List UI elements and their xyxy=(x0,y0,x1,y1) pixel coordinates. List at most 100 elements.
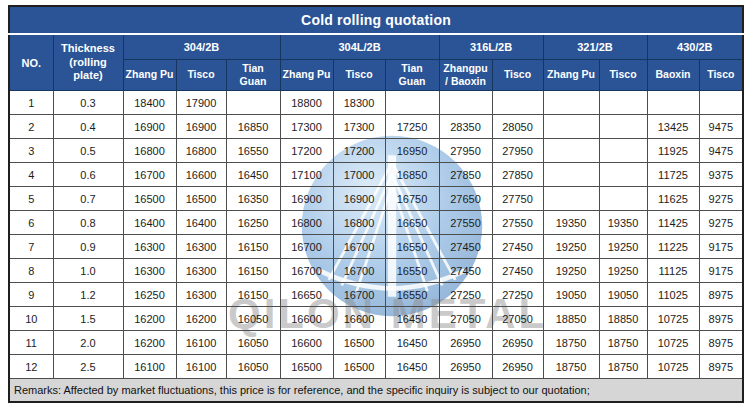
cell-price: 19250 xyxy=(543,259,599,283)
cell-price: 27450 xyxy=(439,235,492,259)
cell-price: 16600 xyxy=(280,331,333,355)
cell-no: 4 xyxy=(9,163,53,187)
cell-thickness: 1.0 xyxy=(53,259,123,283)
cell-price: 16150 xyxy=(226,283,280,307)
cell-price: 19050 xyxy=(543,283,599,307)
cell-thickness: 0.8 xyxy=(53,211,123,235)
cell-price: 16200 xyxy=(123,307,176,331)
quotation-table: Cold rolling quotation NO.Thickness (rol… xyxy=(8,5,744,403)
cell-price: 16650 xyxy=(280,283,333,307)
cell-price: 8975 xyxy=(699,307,743,331)
cell-price: 16250 xyxy=(123,283,176,307)
cell-price: 27450 xyxy=(492,259,543,283)
cell-price: 16400 xyxy=(176,211,226,235)
cell-price: 27950 xyxy=(492,139,543,163)
cell-price: 11125 xyxy=(647,259,699,283)
cell-price: 11925 xyxy=(647,139,699,163)
cell-price: 16050 xyxy=(226,355,280,379)
cell-no: 5 xyxy=(9,187,53,211)
cell-price: 8975 xyxy=(699,355,743,379)
cell-price: 8975 xyxy=(699,331,743,355)
cell-price: 16500 xyxy=(333,355,385,379)
header-grade-430-2b: 430/2B xyxy=(647,34,743,60)
cell-price: 16350 xyxy=(226,187,280,211)
cell-price: 16550 xyxy=(226,139,280,163)
cell-price: 17000 xyxy=(333,163,385,187)
cell-price: 16300 xyxy=(176,235,226,259)
header-mill-tian-guan: Tian Guan xyxy=(385,60,439,91)
cell-price: 10725 xyxy=(647,307,699,331)
header-mill-zhang-pu: Zhang Pu xyxy=(123,60,176,91)
cell-price: 17200 xyxy=(333,139,385,163)
header-mill-tisco: Tisco xyxy=(333,60,385,91)
cell-thickness: 2.0 xyxy=(53,331,123,355)
cell-price: 13425 xyxy=(647,115,699,139)
cell-price: 27850 xyxy=(439,163,492,187)
quotation-sheet: QILON METAL Cold rolling quotation NO.Th… xyxy=(0,0,750,418)
cell-price: 16700 xyxy=(280,259,333,283)
cell-price xyxy=(599,139,647,163)
cell-thickness: 1.2 xyxy=(53,283,123,307)
cell-no: 1 xyxy=(9,91,53,115)
cell-price xyxy=(599,187,647,211)
header-grade-316l-2b: 316L/2B xyxy=(439,34,543,60)
table-row: 60.8164001640016250168001680016650275502… xyxy=(9,211,743,235)
cell-price: 16700 xyxy=(333,235,385,259)
cell-price: 16300 xyxy=(123,259,176,283)
table-row: 122.516100161001605016500165001645026950… xyxy=(9,355,743,379)
cell-price: 9275 xyxy=(699,187,743,211)
cell-price: 11425 xyxy=(647,211,699,235)
cell-price: 11225 xyxy=(647,235,699,259)
cell-price: 19250 xyxy=(599,235,647,259)
cell-price: 26950 xyxy=(439,331,492,355)
cell-price: 18750 xyxy=(543,355,599,379)
cell-price: 16850 xyxy=(226,115,280,139)
cell-price: 16050 xyxy=(226,331,280,355)
cell-price: 16900 xyxy=(333,187,385,211)
cell-price: 17200 xyxy=(280,139,333,163)
header-grade-304-2b: 304/2B xyxy=(123,34,280,60)
cell-price: 16500 xyxy=(280,355,333,379)
cell-price: 16650 xyxy=(385,211,439,235)
cell-price: 27550 xyxy=(492,211,543,235)
cell-price xyxy=(226,91,280,115)
table-title: Cold rolling quotation xyxy=(9,6,743,34)
header-mill-baoxin: Baoxin xyxy=(647,60,699,91)
table-row: 112.016200161001605016600165001645026950… xyxy=(9,331,743,355)
cell-price: 16250 xyxy=(226,211,280,235)
cell-price xyxy=(599,91,647,115)
cell-thickness: 0.7 xyxy=(53,187,123,211)
cell-no: 7 xyxy=(9,235,53,259)
cell-price: 16950 xyxy=(385,139,439,163)
cell-price xyxy=(599,163,647,187)
cell-price: 9275 xyxy=(699,211,743,235)
cell-price: 9175 xyxy=(699,259,743,283)
cell-price: 16500 xyxy=(333,331,385,355)
cell-price: 18750 xyxy=(599,355,647,379)
cell-price: 18300 xyxy=(333,91,385,115)
cell-price: 17900 xyxy=(176,91,226,115)
cell-price: 28350 xyxy=(439,115,492,139)
table-row: 20.4169001690016850173001730017250283502… xyxy=(9,115,743,139)
cell-price: 11025 xyxy=(647,283,699,307)
cell-price: 16800 xyxy=(333,211,385,235)
cell-price: 11625 xyxy=(647,187,699,211)
cell-price: 16750 xyxy=(385,187,439,211)
cell-price: 27950 xyxy=(439,139,492,163)
cell-price: 17250 xyxy=(385,115,439,139)
cell-no: 2 xyxy=(9,115,53,139)
cell-price xyxy=(599,115,647,139)
cell-thickness: 0.5 xyxy=(53,139,123,163)
cell-price: 18800 xyxy=(280,91,333,115)
cell-price: 16600 xyxy=(176,163,226,187)
cell-price: 16700 xyxy=(333,283,385,307)
cell-no: 10 xyxy=(9,307,53,331)
cell-thickness: 0.9 xyxy=(53,235,123,259)
table-row: 40.6167001660016450171001700016850278502… xyxy=(9,163,743,187)
cell-price xyxy=(543,163,599,187)
cell-price: 18850 xyxy=(543,307,599,331)
cell-price: 27450 xyxy=(492,235,543,259)
header-mill-zhang-pu: Zhang Pu xyxy=(280,60,333,91)
table-row: 50.7165001650016350169001690016750276502… xyxy=(9,187,743,211)
header-grade-321-2b: 321/2B xyxy=(543,34,647,60)
